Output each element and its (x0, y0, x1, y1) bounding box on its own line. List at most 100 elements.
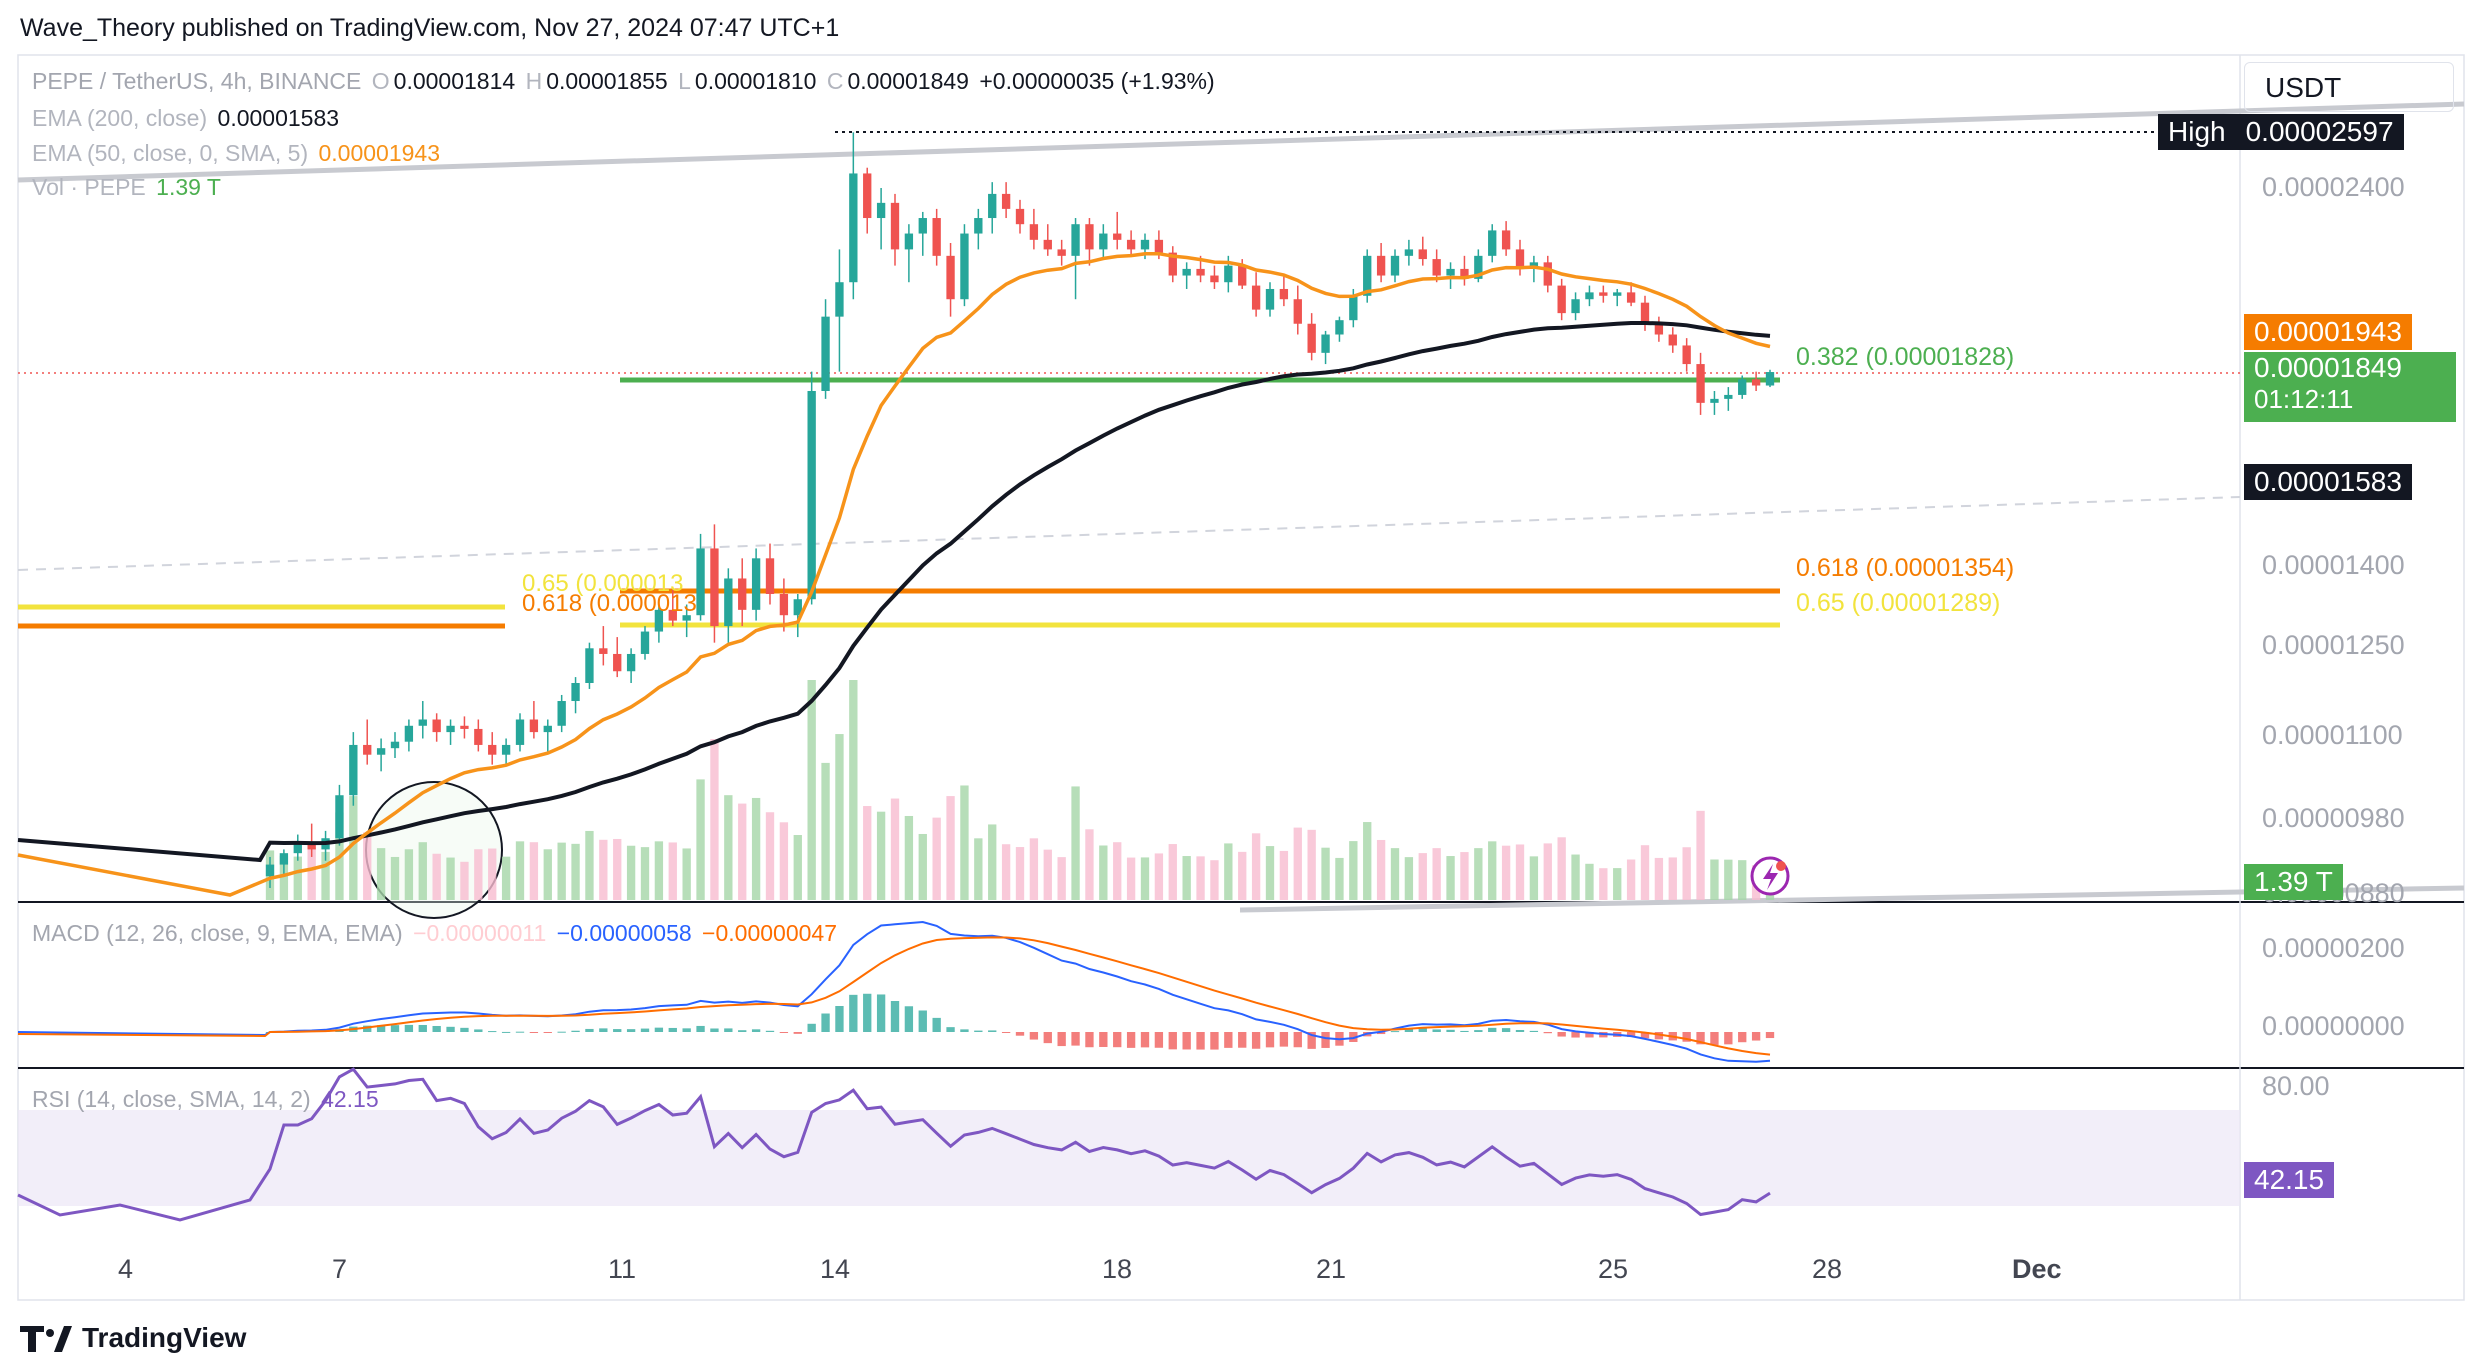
macd-hist-bar (1432, 1029, 1441, 1032)
macd-hist-bar (835, 1006, 844, 1032)
volume-bar (1196, 856, 1205, 900)
lightning-icon[interactable] (1750, 856, 1790, 896)
macd-hist-bar (599, 1028, 608, 1032)
candle-body (1738, 379, 1747, 395)
volume-bar (1168, 844, 1177, 900)
volume-bar (599, 839, 608, 900)
candle-body (1140, 239, 1150, 250)
candle-body (432, 719, 441, 733)
macd-hist-bar (738, 1030, 747, 1032)
macd-hist-bar (988, 1030, 997, 1032)
volume-bar (1085, 829, 1094, 900)
candle-body (1335, 320, 1344, 335)
macd-hist-bar (751, 1029, 761, 1032)
volume-bar (1113, 842, 1122, 900)
high-value: 0.00001855 (546, 68, 668, 94)
volume-bar (446, 857, 455, 900)
signal-line (17, 936, 1771, 1056)
macd-hist-bar (640, 1028, 650, 1032)
macd-tick: 0.00000200 (2262, 933, 2405, 963)
candle-body (1224, 265, 1233, 283)
volume-bar (1432, 848, 1441, 900)
fib-65-label-left: 0.65 (0.000013 (522, 570, 684, 597)
volume-bar (321, 851, 330, 900)
macd-hist-bar (1751, 1032, 1761, 1041)
candle-body (1363, 255, 1372, 296)
x-tick: 21 (1316, 1254, 1347, 1284)
volume-legend[interactable]: Vol · PEPE 1.39 T (32, 174, 225, 201)
main-pane[interactable] (17, 54, 2465, 1301)
volume-bar (835, 734, 844, 900)
macd-hist-bar (1654, 1032, 1664, 1040)
volume-bar (1321, 847, 1330, 900)
macd-hist-bar (404, 1024, 414, 1032)
candle-body (279, 853, 289, 865)
macd-hist-bar (446, 1026, 455, 1032)
symbol-legend[interactable]: PEPE / TetherUS, 4h, BINANCE O 0.00001814… (32, 68, 1219, 95)
candle-body (1543, 262, 1552, 286)
rsi-legend[interactable]: RSI (14, close, SMA, 14, 2) 42.15 (32, 1086, 383, 1113)
macd-legend[interactable]: MACD (12, 26, close, 9, EMA, EMA) −0.000… (32, 920, 841, 947)
volume-bar (1404, 857, 1414, 900)
candle-body (1460, 268, 1469, 279)
volume-bar (1182, 856, 1191, 900)
volume-bar (1265, 846, 1275, 900)
volume-bar (501, 856, 511, 900)
candle-body (1251, 285, 1261, 310)
macd-hist-bar (1460, 1030, 1469, 1032)
macd-hist-bar (682, 1028, 691, 1032)
volume-bar (571, 843, 580, 900)
macd-hist-value: −0.00000011 (413, 920, 547, 946)
macd-hist-bar (1182, 1032, 1191, 1050)
price-tick: 0.00001100 (2262, 720, 2403, 750)
candle-body (265, 864, 275, 877)
low-label: L (678, 68, 691, 94)
volume-bar (376, 848, 386, 900)
macd-hist-bar (1015, 1032, 1025, 1036)
symbol-name[interactable]: PEPE / TetherUS, 4h, BINANCE (32, 68, 362, 94)
price-tick: 0.00002400 (2262, 172, 2405, 202)
volume-bar (876, 811, 886, 900)
ema50-tag: 0.00001943 (2244, 314, 2412, 350)
candle-body (988, 193, 997, 219)
macd-hist-bar (696, 1025, 705, 1032)
macd-hist-bar (543, 1032, 552, 1033)
volume-bar (1599, 868, 1608, 900)
x-tick: 7 (332, 1254, 348, 1284)
volume-bar (1140, 857, 1150, 900)
candle-body (1265, 288, 1275, 310)
ema200-legend[interactable]: EMA (200, close) 0.00001583 (32, 105, 343, 132)
macd-hist-bar (1113, 1032, 1122, 1048)
candle-body (1307, 323, 1316, 353)
ema50-legend[interactable]: EMA (50, close, 0, SMA, 5) 0.00001943 (32, 140, 444, 167)
volume-bar (349, 796, 358, 900)
macd-hist-bar (932, 1017, 941, 1032)
volume-bar (1682, 847, 1691, 900)
candle-body (1182, 268, 1191, 276)
macd-hist-bar (946, 1027, 955, 1032)
price-tick: 0.00001400 (2262, 550, 2405, 580)
volume-tag: 1.39 T (2244, 864, 2343, 900)
volume-bar (585, 830, 594, 900)
tradingview-logo-icon (20, 1326, 72, 1352)
currency-button[interactable]: USDT (2244, 62, 2454, 112)
candle-body (1765, 372, 1775, 386)
candle-body (488, 744, 497, 755)
macd-hist-bar (1640, 1032, 1650, 1039)
candle-body (876, 202, 886, 219)
macd-hist-bar (918, 1010, 927, 1032)
volume-bar (654, 841, 664, 900)
candle-body (557, 701, 566, 726)
candle-body (1071, 224, 1080, 256)
volume-bar (474, 849, 483, 900)
volume-bar (946, 796, 955, 900)
macd-hist-bar (571, 1030, 580, 1032)
candle-body (668, 609, 677, 621)
volume-bar (1724, 859, 1733, 900)
volume-bar (1668, 857, 1677, 900)
macd-tick: 0.00000000 (2262, 1011, 2405, 1041)
volume-bar (779, 822, 789, 900)
volume-bar (1293, 827, 1302, 900)
macd-hist-bar (1099, 1032, 1108, 1047)
